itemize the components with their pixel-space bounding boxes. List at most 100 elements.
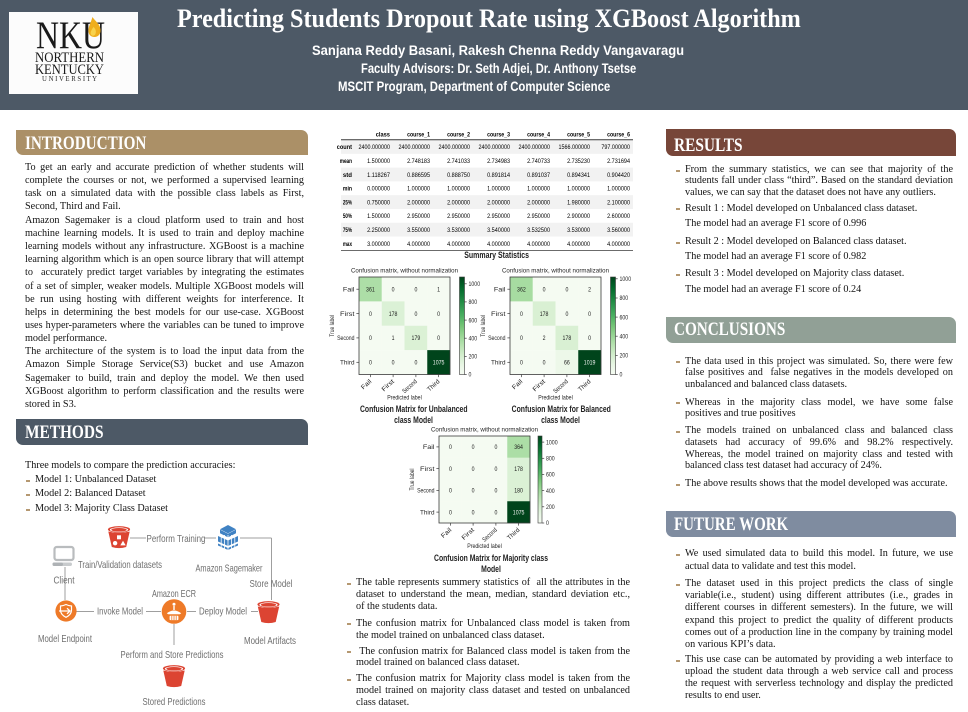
svg-text:mean: mean [340,158,352,165]
svg-text:course_4: course_4 [527,132,550,139]
svg-text:Store Model: Store Model [250,579,293,590]
svg-text:1: 1 [437,286,440,293]
svg-text:0.888750: 0.888750 [447,172,470,179]
svg-text:3.550000: 3.550000 [407,227,430,234]
svg-text:0: 0 [392,359,395,366]
svg-text:2.950000: 2.950000 [527,213,550,220]
svg-text:2.950000: 2.950000 [447,213,470,220]
svg-text:Confusion matrix, without norm: Confusion matrix, without normalization [502,267,609,274]
svg-text:0: 0 [369,310,372,317]
svg-text:25%: 25% [343,199,352,206]
svg-text:1.000000: 1.000000 [447,186,470,193]
svg-text:75%: 75% [343,227,352,234]
svg-text:362: 362 [517,286,526,293]
svg-text:0.000000: 0.000000 [367,186,390,193]
svg-text:Perform and Store Predictions: Perform and Store Predictions [121,650,224,661]
svg-text:Fail: Fail [360,378,373,391]
svg-text:True label: True label [480,314,487,336]
svg-text:2.000000: 2.000000 [407,199,430,206]
svg-text:2.900000: 2.900000 [567,213,590,220]
svg-text:1000: 1000 [469,282,481,288]
svg-text:400: 400 [469,336,478,342]
svg-text:Second: Second [488,335,506,342]
svg-text:200: 200 [619,353,628,359]
svg-text:course_6: course_6 [607,132,630,139]
svg-text:0: 0 [472,466,475,473]
svg-text:Fail: Fail [440,527,453,540]
svg-text:2400.000000: 2400.000000 [359,144,391,151]
svg-text:180: 180 [514,488,523,495]
svg-text:797.000000: 797.000000 [601,144,630,151]
svg-text:Client: Client [54,575,75,586]
svg-text:0.894341: 0.894341 [567,172,590,179]
svg-text:0: 0 [619,372,622,378]
svg-text:1075: 1075 [433,359,445,366]
svg-text:Third: Third [340,359,355,366]
svg-text:3.530000: 3.530000 [447,227,470,234]
svg-text:min: min [343,186,352,193]
svg-text:400: 400 [546,489,555,495]
svg-text:Fail: Fail [493,286,505,293]
svg-text:Deploy Model: Deploy Model [199,606,247,617]
svg-text:Predicted label: Predicted label [387,394,422,401]
svg-text:1.000000: 1.000000 [567,186,590,193]
svg-text:2.741033: 2.741033 [447,158,470,165]
svg-text:course_1: course_1 [407,132,430,139]
svg-text:1.980000: 1.980000 [567,199,590,206]
svg-text:First: First [340,310,355,317]
svg-text:Second: Second [417,488,435,495]
svg-text:600: 600 [546,473,555,479]
svg-text:0: 0 [519,359,522,366]
svg-text:Perform Training: Perform Training [147,534,206,545]
svg-text:1.118267: 1.118267 [367,172,390,179]
svg-text:Third: Third [491,359,506,366]
svg-text:600: 600 [469,318,478,324]
svg-text:Predicted label: Predicted label [538,394,573,401]
svg-text:2.100000: 2.100000 [607,199,630,206]
svg-text:1566.000000: 1566.000000 [559,144,591,151]
svg-text:0: 0 [494,509,497,516]
svg-text:2.000000: 2.000000 [447,199,470,206]
svg-text:First: First [420,466,435,473]
svg-text:2: 2 [588,286,591,293]
svg-text:2400.000000: 2400.000000 [439,144,471,151]
svg-text:0: 0 [437,310,440,317]
svg-text:Model Artifacts: Model Artifacts [244,636,296,647]
svg-text:course_3: course_3 [487,132,510,139]
svg-text:0: 0 [414,310,417,317]
svg-text:2.950000: 2.950000 [407,213,430,220]
svg-text:4.000000: 4.000000 [447,241,470,248]
svg-text:178: 178 [514,466,523,473]
svg-text:U N I V E R S I T Y: U N I V E R S I T Y [42,74,98,83]
svg-text:Train/Validation datasets: Train/Validation datasets [78,560,162,571]
svg-text:3.560000: 3.560000 [607,227,630,234]
svg-text:Stored Predictions: Stored Predictions [143,697,206,708]
svg-text:Amazon ECR: Amazon ECR [152,589,196,600]
svg-text:course_5: course_5 [567,132,590,139]
svg-text:2.748183: 2.748183 [407,158,430,165]
svg-text:2.000000: 2.000000 [487,199,510,206]
svg-text:max: max [343,241,352,248]
svg-text:1019: 1019 [583,359,595,366]
svg-text:3.000000: 3.000000 [367,241,390,248]
svg-text:0: 0 [546,521,549,527]
svg-text:Confusion matrix, without norm: Confusion matrix, without normalization [431,427,538,434]
svg-text:Fail: Fail [423,444,435,451]
svg-text:class: class [376,132,391,139]
svg-text:0.750000: 0.750000 [367,199,390,206]
svg-text:First: First [531,378,547,393]
svg-text:Third: Third [420,509,435,516]
svg-text:2.740733: 2.740733 [527,158,550,165]
svg-text:50%: 50% [343,213,352,220]
svg-text:0: 0 [519,335,522,342]
svg-text:0: 0 [494,444,497,451]
svg-text:First: First [460,527,476,542]
svg-text:4.000000: 4.000000 [487,241,510,248]
svg-text:0: 0 [519,310,522,317]
svg-text:Amazon Sagemaker: Amazon Sagemaker [196,563,263,574]
svg-text:2400.000000: 2400.000000 [479,144,511,151]
svg-text:0: 0 [588,335,591,342]
svg-text:1075: 1075 [513,509,525,516]
svg-text:0: 0 [588,310,591,317]
svg-text:Third: Third [576,377,592,392]
